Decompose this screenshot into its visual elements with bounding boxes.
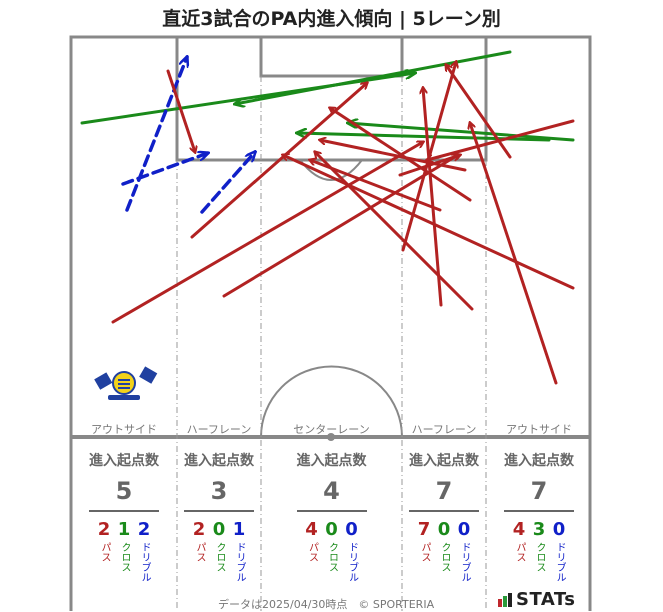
- lane-label-halfspace-right: ハーフレーン: [411, 423, 477, 436]
- lane-stats-center: 進入起点数 4 4 パス 0 クロス 0 ドリブル: [261, 450, 402, 582]
- pass-count: 7: [417, 519, 431, 540]
- stat-total: 3: [210, 477, 228, 505]
- cross-count: 3: [532, 519, 546, 540]
- dribble-label: ドリブル: [346, 542, 358, 582]
- entry-arrows: [80, 50, 575, 385]
- team-crest-icon: [94, 366, 158, 400]
- cross-count: 1: [117, 519, 131, 540]
- pass-arrow: [315, 152, 474, 311]
- cross-count: 0: [437, 519, 451, 540]
- stat-total: 4: [323, 477, 340, 505]
- cross-label: クロス: [534, 542, 545, 572]
- stat-total: 7: [530, 477, 548, 505]
- lane-label-center: センターレーン: [293, 423, 370, 436]
- dribble-label: ドリブル: [234, 542, 245, 582]
- pass-arrow: [330, 108, 472, 202]
- pass-count: 4: [512, 519, 526, 540]
- dribble-count: 0: [552, 519, 566, 540]
- data-date-note: データは2025/04/30時点 © SPORTERIA: [218, 598, 435, 611]
- dribble-arrow: [200, 152, 255, 214]
- pass-count: 4: [305, 519, 318, 540]
- cross-arrow: [348, 123, 575, 142]
- pass-arrow: [166, 69, 195, 152]
- lane-label-halfspace-left: ハーフレーン: [186, 423, 252, 436]
- stat-heading: 進入起点数: [296, 453, 367, 469]
- dribble-label: ドリブル: [459, 542, 470, 582]
- lane-dividers: [176, 76, 487, 611]
- cross-label: クロス: [326, 542, 338, 572]
- pass-arrow: [310, 160, 442, 212]
- dribble-count: 0: [457, 519, 471, 540]
- dribble-label: ドリブル: [554, 542, 565, 582]
- pass-count: 2: [192, 519, 206, 540]
- dribble-count: 2: [137, 519, 151, 540]
- brand-name: STATs: [516, 589, 576, 610]
- stat-heading: 進入起点数: [409, 453, 479, 469]
- dribble-arrow: [121, 153, 208, 186]
- pass-label: パス: [419, 542, 430, 562]
- lane-stats-halfspace-left: 進入起点数 3 2 パス 0 クロス 1 ドリブル: [177, 450, 261, 582]
- pass-arrow: [320, 140, 467, 172]
- cross-arrow: [80, 73, 415, 125]
- lane-label-outside-right: アウトサイド: [506, 423, 572, 436]
- stats-logo: STATs: [498, 589, 575, 610]
- cross-label: クロス: [439, 542, 450, 572]
- stat-total: 7: [435, 477, 453, 505]
- lane-label-outside-left: アウトサイド: [91, 423, 157, 436]
- pass-arrow: [470, 123, 558, 385]
- lane-stats-outside-right: 進入起点数 7 4 パス 3 クロス 0 ドリブル: [486, 450, 592, 582]
- pass-arrow: [283, 155, 575, 290]
- pass-label: パス: [194, 542, 205, 562]
- cross-count: 0: [212, 519, 226, 540]
- lane-stats-halfspace-right: 進入起点数 7 7 パス 0 クロス 0 ドリブル: [402, 450, 486, 582]
- stat-heading: 進入起点数: [89, 453, 159, 469]
- pass-arrow: [427, 119, 575, 160]
- stats-bars-icon: [498, 592, 512, 607]
- pass-label: パス: [99, 542, 110, 562]
- pass-arrow: [398, 155, 460, 177]
- pass-label: パス: [306, 542, 318, 562]
- cross-label: クロス: [119, 542, 130, 572]
- dribble-count: 1: [232, 519, 246, 540]
- stat-heading: 進入起点数: [504, 453, 574, 469]
- stat-total: 5: [115, 477, 133, 505]
- pass-arrow: [222, 155, 458, 298]
- chart-title: 直近3試合のPA内進入傾向 | 5レーン別: [162, 8, 501, 30]
- pass-arrow: [190, 83, 367, 239]
- stat-heading: 進入起点数: [184, 453, 254, 469]
- pass-arrow: [111, 142, 423, 324]
- cross-label: クロス: [214, 542, 225, 572]
- pass-count: 2: [97, 519, 111, 540]
- dribble-label: ドリブル: [139, 542, 150, 582]
- pass-label: パス: [514, 542, 525, 562]
- cross-count: 0: [325, 519, 338, 540]
- lane-stats-outside-left: 進入起点数 5 2 パス 1 クロス 2 ドリブル: [71, 450, 177, 582]
- dribble-count: 0: [345, 519, 358, 540]
- dribble-arrow: [125, 57, 187, 212]
- pass-arrow: [423, 88, 443, 307]
